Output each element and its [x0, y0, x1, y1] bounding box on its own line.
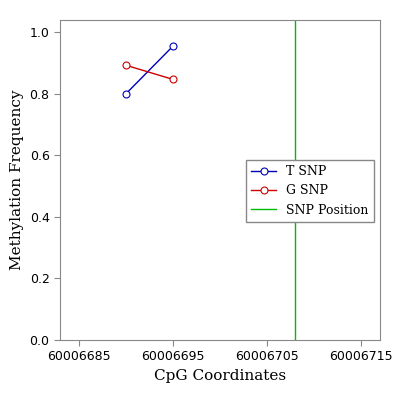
T SNP [170, 44, 175, 48]
G SNP [170, 77, 175, 82]
Line: T SNP: T SNP [122, 43, 176, 97]
Legend: T SNP, G SNP, SNP Position: T SNP, G SNP, SNP Position [246, 160, 374, 222]
G SNP [124, 63, 128, 68]
X-axis label: CpG Coordinates: CpG Coordinates [154, 369, 286, 383]
Line: G SNP: G SNP [122, 62, 176, 83]
Y-axis label: Methylation Frequency: Methylation Frequency [10, 90, 24, 270]
T SNP [124, 92, 128, 96]
